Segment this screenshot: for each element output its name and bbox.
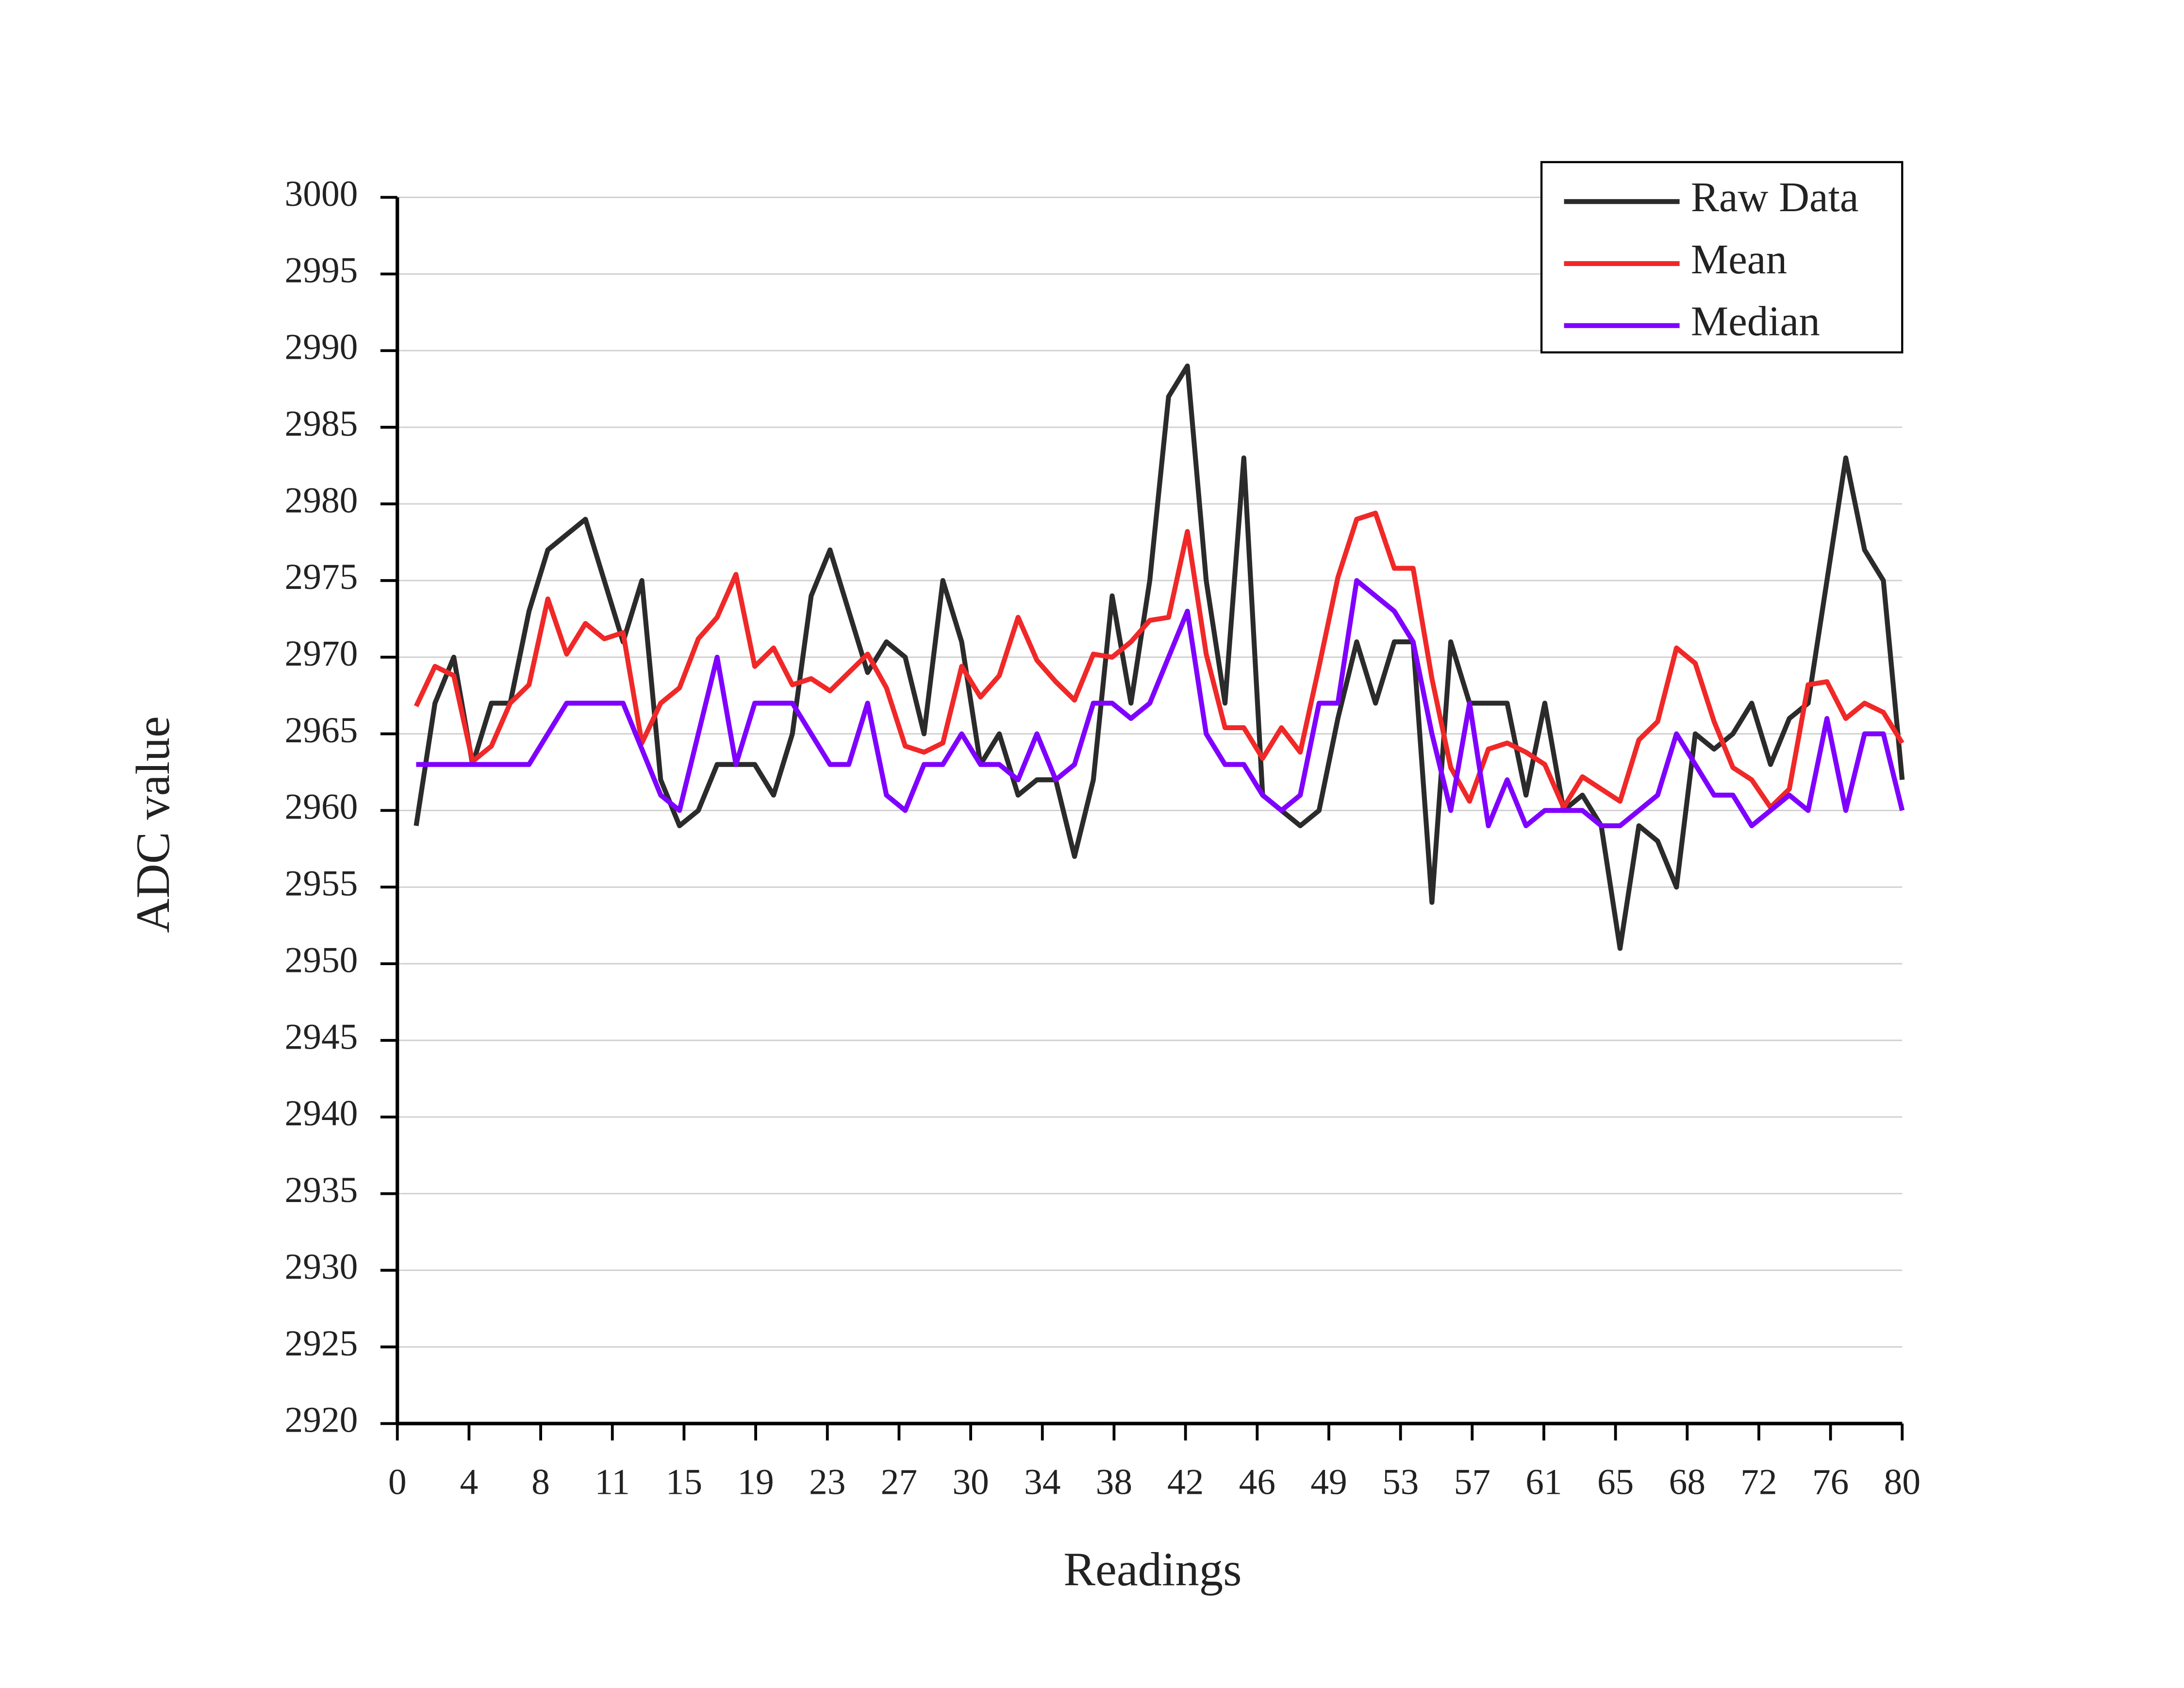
y-tick-label: 2925 [284, 1323, 358, 1364]
y-tick-label: 2960 [284, 787, 358, 827]
y-tick-label: 2970 [284, 634, 358, 674]
x-tick-label: 11 [595, 1462, 630, 1502]
x-tick-label: 72 [1740, 1462, 1777, 1502]
x-axis-label: Readings [1063, 1543, 1241, 1596]
x-tick-label: 68 [1669, 1462, 1705, 1502]
y-tick-label: 2950 [284, 940, 358, 980]
x-tick-label: 27 [881, 1462, 917, 1502]
y-tick-label: 2920 [284, 1400, 358, 1440]
x-tick-label: 80 [1884, 1462, 1920, 1502]
series-line [414, 363, 1905, 951]
x-tick-label: 34 [1024, 1462, 1060, 1502]
x-tick-label: 65 [1597, 1462, 1634, 1502]
y-tick-label: 2975 [284, 557, 358, 597]
legend-box [1540, 161, 1903, 354]
series-line [414, 510, 1904, 810]
legend-label: Raw Data [1691, 173, 1859, 220]
x-tick-label: 53 [1382, 1462, 1419, 1502]
y-tick-label: 2955 [284, 864, 358, 904]
x-tick-label: 4 [460, 1462, 479, 1502]
y-tick-label: 2935 [284, 1170, 358, 1210]
y-tick-label: 2995 [284, 251, 358, 291]
x-tick-label: 15 [666, 1462, 702, 1502]
x-tick-label: 0 [388, 1462, 407, 1502]
x-tick-label: 23 [809, 1462, 845, 1502]
x-tick-label: 57 [1454, 1462, 1490, 1502]
x-tick-label: 8 [531, 1462, 550, 1502]
series-line [416, 578, 1905, 829]
y-tick-label: 2940 [284, 1093, 358, 1134]
y-tick-label: 2945 [284, 1017, 358, 1057]
y-tick-label: 2980 [284, 480, 358, 520]
x-tick-label: 38 [1096, 1462, 1132, 1502]
x-tick-label: 49 [1310, 1462, 1347, 1502]
legend-label: Mean [1691, 235, 1787, 283]
y-tick-label: 2990 [284, 327, 358, 368]
x-tick-label: 42 [1167, 1462, 1204, 1502]
y-tick-label: 3000 [284, 174, 358, 214]
x-tick-label: 61 [1525, 1462, 1562, 1502]
legend-label: Median [1691, 298, 1820, 345]
x-tick-label: 76 [1812, 1462, 1849, 1502]
x-tick-label: 30 [952, 1462, 989, 1502]
y-tick-label: 2985 [284, 403, 358, 444]
x-tick-label: 46 [1239, 1462, 1275, 1502]
y-tick-label: 2930 [284, 1247, 358, 1287]
y-axis-label: ADC value [127, 716, 180, 933]
y-tick-label: 2965 [284, 710, 358, 751]
x-tick-label: 19 [737, 1462, 774, 1502]
